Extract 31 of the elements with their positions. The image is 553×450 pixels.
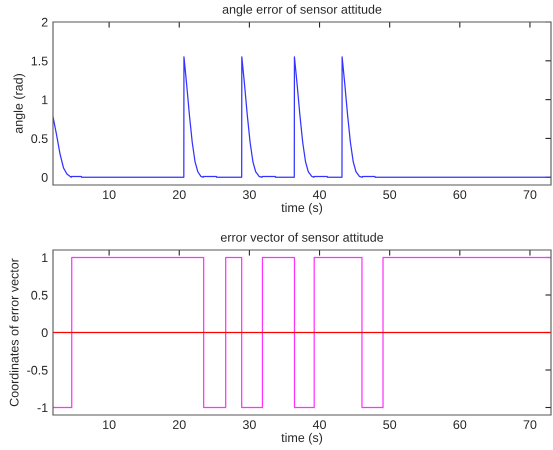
y-tick-label: 0 [42, 328, 48, 338]
x-tick-label: 10 [103, 190, 116, 200]
y-axis-title: angle (rad) [14, 74, 26, 134]
x-axis-title: time (s) [281, 202, 322, 215]
y-axis-title: Coordinates of error vector [9, 258, 19, 406]
y-tick-label: 0.5 [31, 290, 48, 300]
line-series [53, 56, 551, 178]
y-tick-label: 1.5 [32, 56, 48, 66]
x-tick-label: 30 [242, 420, 256, 430]
y-tick-label: 0.5 [31, 134, 48, 144]
x-tick-label: 40 [312, 420, 326, 430]
x-tick-label: 40 [312, 190, 326, 200]
y-tick-label: 0 [42, 173, 48, 182]
chart-title: angle error of sensor attitude [222, 4, 382, 16]
x-tick-label: 60 [454, 190, 466, 200]
y-tick-label: -0.5 [27, 366, 48, 375]
x-tick-label: 70 [524, 420, 536, 430]
x-tick-label: 70 [524, 190, 536, 200]
y-tick-label: 2 [42, 18, 48, 27]
chart-title: error vector of sensor attitude [220, 232, 384, 242]
y-tick-label: -1 [38, 403, 48, 412]
x-tick-label: 10 [103, 420, 116, 430]
x-axis-title: time (s) [281, 432, 322, 445]
x-tick-label: 20 [172, 420, 186, 430]
x-tick-label: 60 [454, 420, 466, 430]
x-tick-label: 50 [383, 190, 396, 200]
y-tick-label: 1 [42, 96, 48, 104]
x-tick-label: 20 [172, 190, 186, 200]
y-tick-label: 1 [42, 253, 48, 262]
x-tick-label: 30 [242, 190, 256, 200]
x-tick-label: 50 [383, 420, 396, 430]
